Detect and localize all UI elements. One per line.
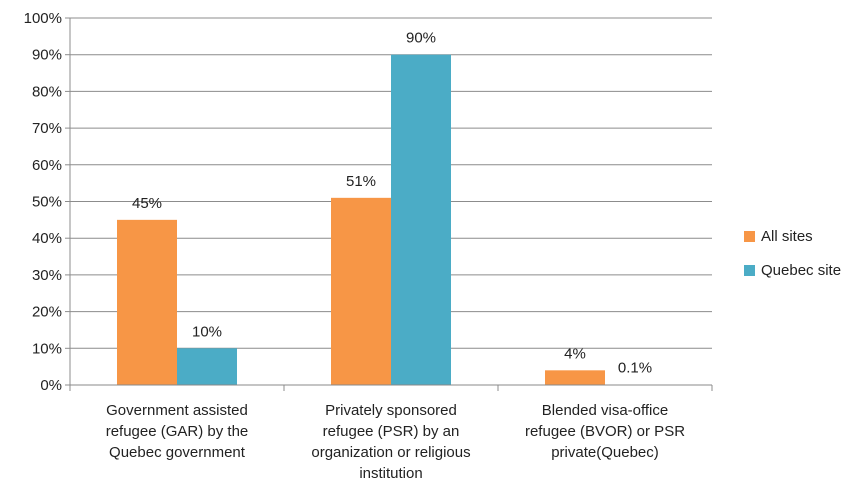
y-tick-label: 40% [32,230,62,247]
data-label: 0.1% [618,360,652,377]
y-tick-label: 0% [40,377,62,394]
x-tick-label-line: Quebec government [109,444,245,461]
y-tick-label: 50% [32,194,62,211]
data-label: 45% [132,195,162,212]
bar-quebec-site [177,348,237,385]
legend-label-all-sites: All sites [761,228,813,245]
y-tick-label: 10% [32,340,62,357]
x-tick-label: Government assisted refugee (GAR) by the Q… [77,400,277,463]
x-tick-label-line: Privately sponsored [325,402,457,419]
y-tick-label: 80% [32,83,62,100]
bar-all-sites [545,370,605,385]
x-tick-label-line: institution [359,465,423,482]
data-labels: 45% 51% 4% 10% 90% 0.1% [132,30,652,377]
x-tick-label-line: private(Quebec) [551,444,659,461]
y-tick-label: 60% [32,157,62,174]
legend-label-quebec-site: Quebec site [761,262,842,279]
data-label: 90% [406,30,436,47]
bar-quebec-site [391,54,451,385]
data-label: 4% [564,345,586,362]
x-tick-label: Blended visa-office refugee (BVOR) or PSR… [505,400,705,463]
x-tick-label-line: refugee (GAR) by the [105,423,249,440]
y-tick-label: 70% [32,120,62,137]
legend-item-quebec-site: Quebec site [744,262,841,279]
bar-all-sites [117,219,177,385]
x-tick-label-line: Blended visa-office [541,402,669,419]
y-tick-label: 90% [32,47,62,64]
y-tick-label: 100% [24,10,62,27]
x-tick-label: Privately sponsored refugee (PSR) by an or… [291,400,491,484]
bars [117,54,665,385]
data-label: 10% [192,323,222,340]
y-axis-ticks: 0% 10% 20% 30% 40% 50% 60% 70% 80% 90% 100% [24,10,62,394]
bar-all-sites [331,197,391,385]
x-tick-label-line: refugee (BVOR) or PSR [524,423,686,440]
legend-swatch-quebec-site [744,265,755,276]
legend-item-all-sites: All sites [744,228,813,245]
legend-swatch-all-sites [744,231,755,242]
x-tick-label-line: organization or religious [311,444,471,461]
y-tick-label: 20% [32,304,62,321]
data-label: 51% [346,173,376,190]
y-tick-label: 30% [32,267,62,284]
x-tick-label-line: Government assisted [106,402,248,419]
x-tick-label-line: refugee (PSR) by an [322,423,460,440]
